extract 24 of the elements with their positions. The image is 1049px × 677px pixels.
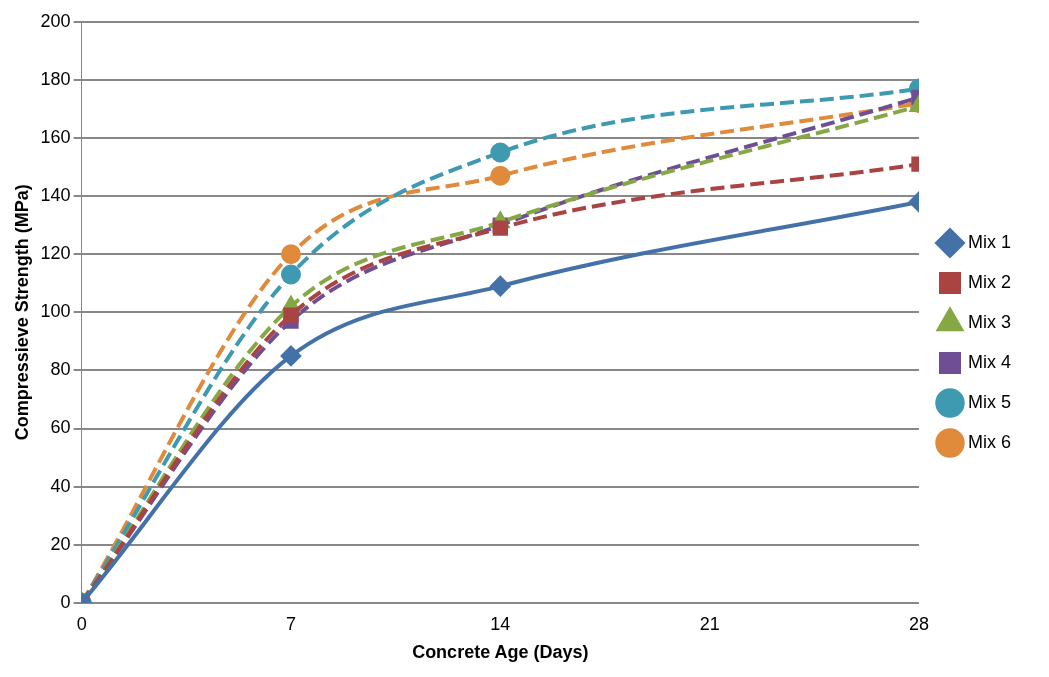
- y-tick-label: 120: [40, 243, 71, 264]
- y-tick-label: 140: [40, 185, 71, 206]
- y-tick-label: 100: [40, 301, 71, 322]
- x-tick-label: 0: [76, 613, 87, 634]
- x-tick-label: 7: [285, 613, 296, 634]
- y-tick-label: 200: [40, 10, 71, 31]
- legend-label: Mix 2: [968, 271, 1012, 292]
- y-tick-label: 0: [60, 591, 71, 612]
- legend-label: Mix 5: [968, 391, 1012, 412]
- legend-label: Mix 4: [968, 351, 1012, 372]
- y-tick-label: 160: [40, 126, 71, 147]
- y-tick-label: 20: [50, 533, 71, 554]
- x-tick-label: 14: [490, 613, 511, 634]
- y-tick-label: 60: [50, 417, 71, 438]
- legend-label: Mix 3: [968, 311, 1012, 332]
- x-tick-label: 21: [699, 613, 720, 634]
- y-axis-title: Compressieve Strength (MPa): [11, 184, 32, 441]
- legend-label: Mix 1: [968, 231, 1012, 252]
- y-tick-label: 80: [50, 359, 71, 380]
- x-tick-label: 28: [908, 613, 930, 634]
- y-tick-label: 40: [50, 475, 71, 496]
- y-tick-label: 180: [40, 68, 71, 89]
- x-axis-title: Concrete Age (Days): [412, 642, 589, 663]
- legend-label: Mix 6: [968, 431, 1012, 452]
